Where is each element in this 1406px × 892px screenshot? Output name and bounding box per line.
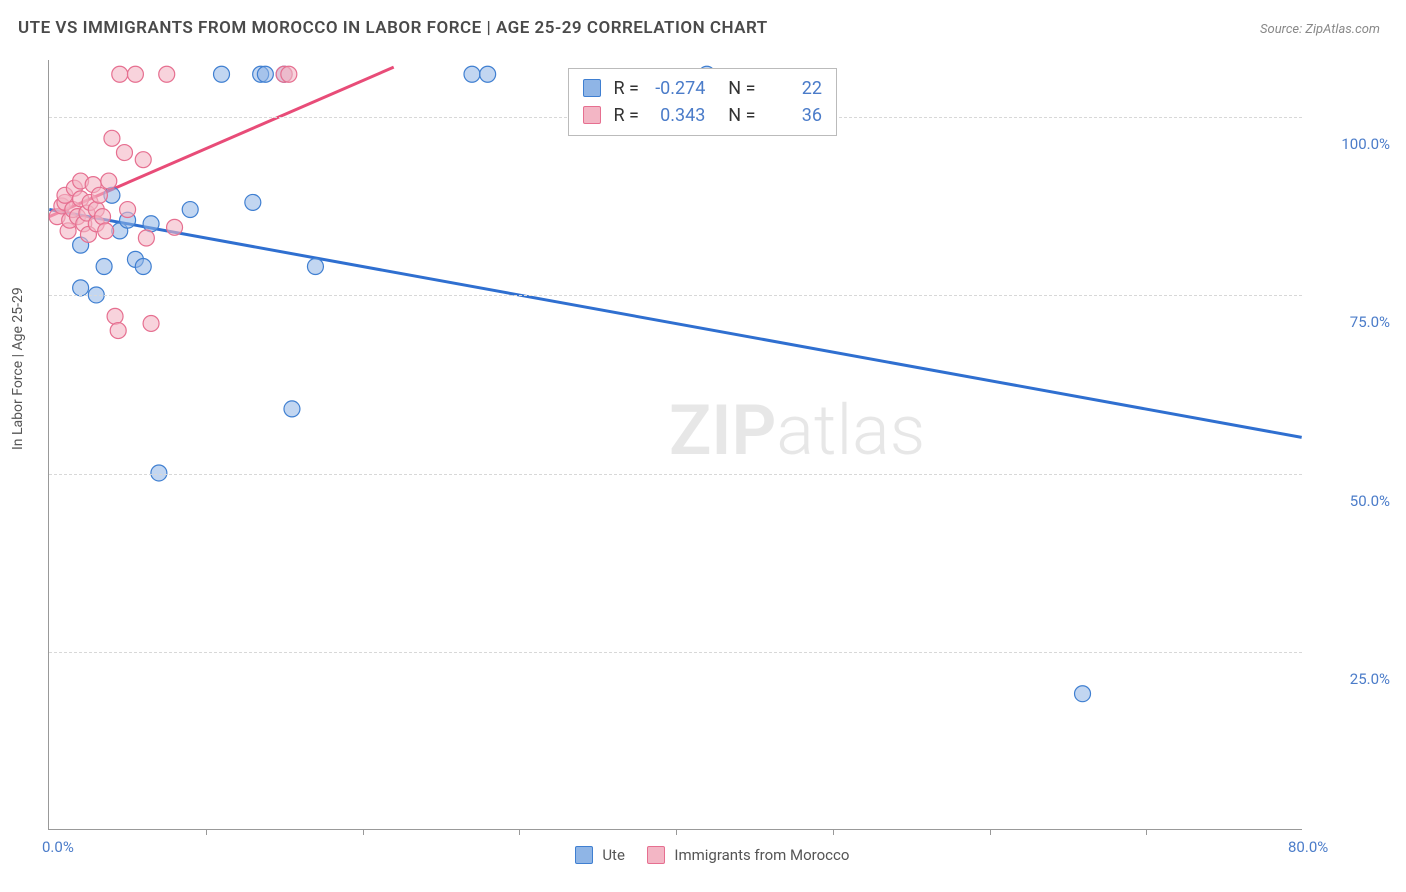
scatter-point	[104, 130, 120, 146]
scatter-point	[307, 259, 323, 275]
scatter-point	[214, 66, 230, 82]
series-label-morocco: Immigrants from Morocco	[674, 846, 849, 864]
scatter-point	[480, 66, 496, 82]
scatter-points-layer	[49, 60, 1302, 829]
scatter-point	[135, 152, 151, 168]
gridline-y	[49, 652, 1302, 653]
x-tick	[676, 829, 677, 835]
series-swatch-ute	[575, 846, 593, 864]
legend-row-morocco: R = 0.343 N = 36	[583, 102, 822, 129]
scatter-point	[98, 223, 114, 239]
y-tick-label: 75.0%	[1350, 313, 1390, 331]
scatter-point	[107, 308, 123, 324]
scatter-point	[135, 259, 151, 275]
gridline-y	[49, 474, 1302, 475]
scatter-point	[1075, 686, 1091, 702]
x-tick	[206, 829, 207, 835]
gridline-y	[49, 295, 1302, 296]
x-tick	[990, 829, 991, 835]
scatter-point	[138, 230, 154, 246]
scatter-point	[143, 315, 159, 331]
scatter-point	[464, 66, 480, 82]
legend-n-morocco: 36	[760, 102, 822, 129]
scatter-point	[284, 401, 300, 417]
y-tick-label: 25.0%	[1350, 670, 1390, 688]
source-attribution: Source: ZipAtlas.com	[1260, 22, 1380, 37]
series-legend: Ute Immigrants from Morocco	[0, 846, 1406, 864]
scatter-point	[73, 280, 89, 296]
legend-swatch-morocco	[583, 106, 601, 124]
legend-swatch-ute	[583, 79, 601, 97]
y-tick-label: 50.0%	[1350, 492, 1390, 510]
scatter-point	[110, 323, 126, 339]
scatter-point	[95, 209, 111, 225]
scatter-point	[91, 187, 107, 203]
y-axis-label: In Labor Force | Age 25-29	[10, 287, 26, 450]
scatter-point	[116, 145, 132, 161]
correlation-legend: R = -0.274 N = 22 R = 0.343 N = 36	[568, 68, 837, 136]
y-tick-label: 100.0%	[1341, 135, 1390, 153]
series-label-ute: Ute	[602, 846, 625, 864]
scatter-point	[101, 173, 117, 189]
scatter-point	[120, 202, 136, 218]
scatter-point	[257, 66, 273, 82]
scatter-point	[127, 66, 143, 82]
plot-area: ZIPatlas 25.0%50.0%75.0%100.0%	[48, 60, 1302, 830]
scatter-point	[245, 194, 261, 210]
x-tick	[833, 829, 834, 835]
x-tick	[519, 829, 520, 835]
scatter-point	[159, 66, 175, 82]
scatter-point	[182, 202, 198, 218]
legend-r-ute: -0.274	[643, 75, 705, 102]
legend-n-ute: 22	[760, 75, 822, 102]
x-tick	[1146, 829, 1147, 835]
scatter-point	[167, 219, 183, 235]
series-swatch-morocco	[647, 846, 665, 864]
scatter-point	[96, 259, 112, 275]
scatter-point	[281, 66, 297, 82]
chart-title: UTE VS IMMIGRANTS FROM MOROCCO IN LABOR …	[18, 18, 768, 38]
scatter-point	[143, 216, 159, 232]
scatter-point	[112, 66, 128, 82]
legend-r-morocco: 0.343	[643, 102, 705, 129]
x-tick	[363, 829, 364, 835]
legend-row-ute: R = -0.274 N = 22	[583, 75, 822, 102]
